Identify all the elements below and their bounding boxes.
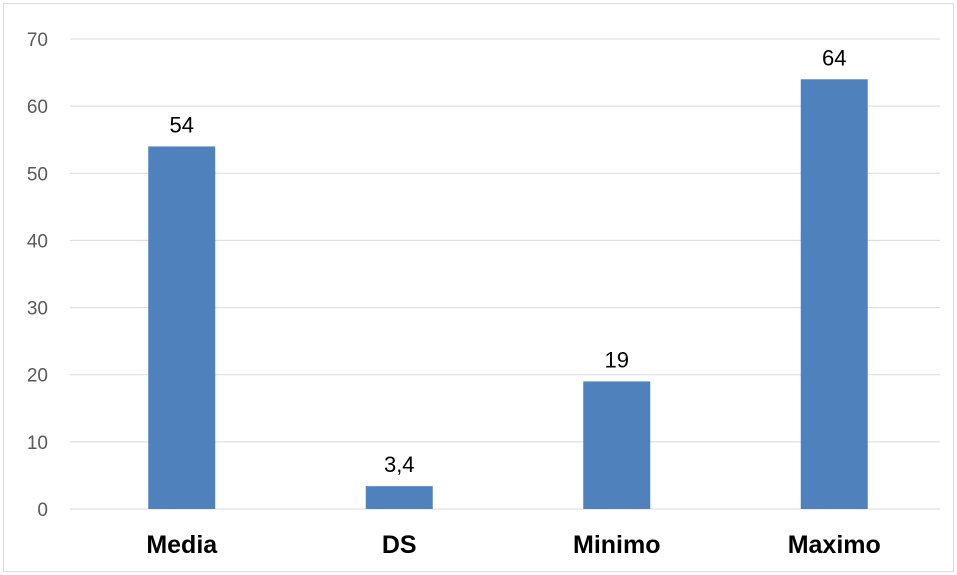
bars: [148, 79, 868, 510]
bar-ds: [365, 486, 433, 509]
data-label: 19: [605, 347, 629, 372]
y-tick-label: 50: [27, 164, 48, 185]
y-tick-label: 70: [27, 30, 48, 51]
y-tick-label: 0: [37, 500, 48, 521]
data-label: 64: [822, 45, 846, 70]
y-tick-label: 10: [27, 433, 48, 454]
x-axis-category-labels: Media DS Minimo Maximo: [146, 531, 880, 559]
data-label: 3,4: [384, 452, 415, 477]
y-tick-label: 40: [27, 231, 48, 252]
y-tick-label: 20: [27, 366, 48, 387]
bar-maximo: [800, 79, 868, 510]
category-label: Maximo: [788, 531, 881, 559]
y-tick-label: 60: [27, 97, 48, 118]
bar-minimo: [583, 381, 651, 509]
data-label: 54: [170, 112, 194, 137]
bar-media: [148, 146, 216, 509]
data-labels: 54 3,4 19 64: [170, 45, 847, 477]
category-label: Minimo: [573, 531, 661, 559]
category-label: Media: [146, 531, 218, 559]
y-tick-label: 30: [27, 299, 48, 320]
category-label: DS: [382, 531, 417, 559]
y-axis-tick-labels: 0 10 20 30 40 50 60 70: [27, 30, 48, 521]
